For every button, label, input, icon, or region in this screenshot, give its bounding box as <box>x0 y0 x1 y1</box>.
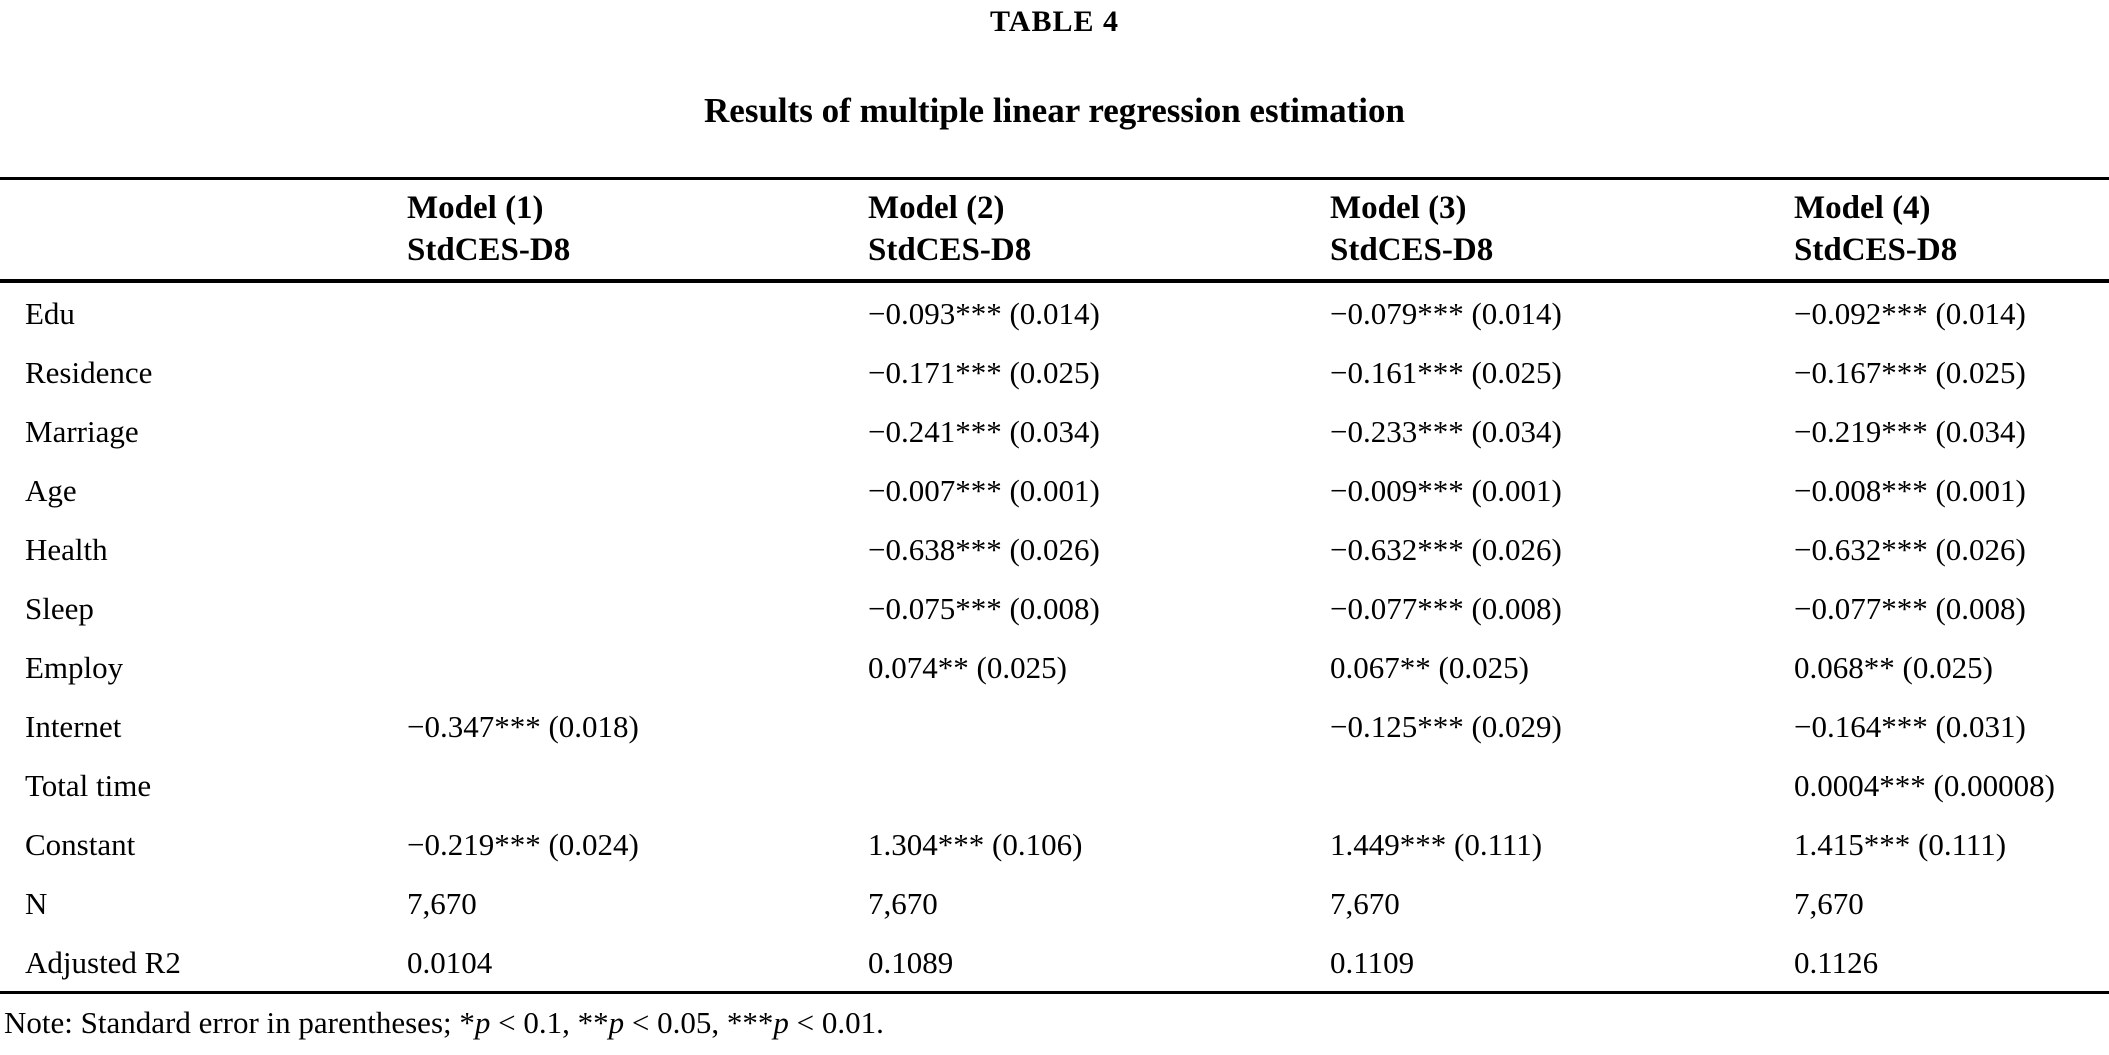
cell-model-2: −0.075*** (0.008) <box>868 591 1100 626</box>
row-label: Adjusted R2 <box>25 945 181 980</box>
cell-model-2: −0.007*** (0.001) <box>868 473 1100 508</box>
cell-model-2 <box>868 696 1330 755</box>
cell-model-2: 0.1089 <box>868 945 954 980</box>
cell-model-3: −0.632*** (0.026) <box>1330 532 1562 567</box>
cell-model-4: −0.008*** (0.001) <box>1794 473 2026 508</box>
table-note: Note: Standard error in parentheses; *p … <box>4 1005 884 1040</box>
header-model-3: Model (3) StdCES-D8 <box>1330 178 1794 283</box>
row-label: N <box>25 886 48 921</box>
cell-model-3: 0.067** (0.025) <box>1330 650 1529 685</box>
cell-model-3: −0.233*** (0.034) <box>1330 414 1562 449</box>
cell-model-3: 7,670 <box>1330 886 1400 921</box>
model-3-dependent-variable: StdCES-D8 <box>1330 232 1494 268</box>
cell-model-1 <box>407 519 868 578</box>
header-empty-cell <box>0 178 407 283</box>
model-1-dependent-variable: StdCES-D8 <box>407 232 571 268</box>
cell-model-4: −0.092*** (0.014) <box>1794 296 2026 331</box>
model-2-dependent-variable: StdCES-D8 <box>868 232 1032 268</box>
cell-model-3: −0.009*** (0.001) <box>1330 473 1562 508</box>
cell-model-1 <box>407 578 868 637</box>
table-row-health: Health −0.638*** (0.026) −0.632*** (0.02… <box>0 519 2109 578</box>
table-row-age: Age −0.007*** (0.001) −0.009*** (0.001) … <box>0 460 2109 519</box>
cell-model-3: −0.161*** (0.025) <box>1330 355 1562 390</box>
header-model-4: Model (4) StdCES-D8 <box>1794 178 2109 283</box>
cell-model-2: −0.171*** (0.025) <box>868 355 1100 390</box>
cell-model-4: 0.1126 <box>1794 945 1879 980</box>
table-row-residence: Residence −0.171*** (0.025) −0.161*** (0… <box>0 342 2109 401</box>
table-caption: Results of multiple linear regression es… <box>704 91 1405 130</box>
cell-model-4: −0.077*** (0.008) <box>1794 591 2026 626</box>
cell-model-4: 0.0004*** (0.00008) <box>1794 768 2055 803</box>
model-3-name: Model (3) <box>1330 190 1467 226</box>
cell-model-4: 0.068** (0.025) <box>1794 650 1993 685</box>
cell-model-1: −0.347*** (0.018) <box>407 709 639 744</box>
row-label: Residence <box>25 355 153 390</box>
row-label: Marriage <box>25 414 139 449</box>
header-model-2: Model (2) StdCES-D8 <box>868 178 1330 283</box>
table-row-marriage: Marriage −0.241*** (0.034) −0.233*** (0.… <box>0 401 2109 460</box>
cell-model-3: −0.077*** (0.008) <box>1330 591 1562 626</box>
cell-model-2 <box>868 755 1330 814</box>
cell-model-1 <box>407 342 868 401</box>
table-row-edu: Edu −0.093*** (0.014) −0.079*** (0.014) … <box>0 281 2109 342</box>
header-model-1: Model (1) StdCES-D8 <box>407 178 868 283</box>
cell-model-3: −0.125*** (0.029) <box>1330 709 1562 744</box>
cell-model-3: 0.1109 <box>1330 945 1415 980</box>
header-row: Model (1) StdCES-D8 Model (2) StdCES-D8 … <box>0 178 2109 283</box>
cell-model-4: −0.219*** (0.034) <box>1794 414 2026 449</box>
cell-model-2: −0.093*** (0.014) <box>868 296 1100 331</box>
cell-model-1 <box>407 637 868 696</box>
row-label: Edu <box>25 296 75 331</box>
row-label: Employ <box>25 650 124 685</box>
cell-model-4: −0.632*** (0.026) <box>1794 532 2026 567</box>
table-row-internet: Internet −0.347*** (0.018) −0.125*** (0.… <box>0 696 2109 755</box>
cell-model-2: 0.074** (0.025) <box>868 650 1067 685</box>
cell-model-4: 7,670 <box>1794 886 1864 921</box>
model-1-name: Model (1) <box>407 190 544 226</box>
model-2-name: Model (2) <box>868 190 1005 226</box>
cell-model-3: −0.079*** (0.014) <box>1330 296 1562 331</box>
model-4-dependent-variable: StdCES-D8 <box>1794 232 1958 268</box>
cell-model-2: 7,670 <box>868 886 938 921</box>
cell-model-1: 0.0104 <box>407 945 493 980</box>
cell-model-1: −0.219*** (0.024) <box>407 827 639 862</box>
table-row-n: N 7,670 7,670 7,670 7,670 <box>0 873 2109 932</box>
cell-model-1: 7,670 <box>407 886 477 921</box>
row-label: Total time <box>25 768 152 803</box>
table-body: Edu −0.093*** (0.014) −0.079*** (0.014) … <box>0 281 2109 993</box>
row-label: Sleep <box>25 591 94 626</box>
cell-model-1 <box>407 281 868 342</box>
cell-model-1 <box>407 755 868 814</box>
cell-model-1 <box>407 460 868 519</box>
cell-model-2: −0.241*** (0.034) <box>868 414 1100 449</box>
table-number-title: TABLE 4 <box>990 5 1119 38</box>
regression-results-table: Model (1) StdCES-D8 Model (2) StdCES-D8 … <box>0 177 2109 994</box>
cell-model-2: −0.638*** (0.026) <box>868 532 1100 567</box>
table-row-constant: Constant −0.219*** (0.024) 1.304*** (0.1… <box>0 814 2109 873</box>
row-label: Constant <box>25 827 136 862</box>
cell-model-2: 1.304*** (0.106) <box>868 827 1083 862</box>
row-label: Age <box>25 473 77 508</box>
row-label: Health <box>25 532 108 567</box>
cell-model-1 <box>407 401 868 460</box>
table-row-sleep: Sleep −0.075*** (0.008) −0.077*** (0.008… <box>0 578 2109 637</box>
cell-model-4: 1.415*** (0.111) <box>1794 827 2007 862</box>
table-row-total-time: Total time 0.0004*** (0.00008) <box>0 755 2109 814</box>
cell-model-3: 1.449*** (0.111) <box>1330 827 1543 862</box>
row-label: Internet <box>25 709 122 744</box>
cell-model-3 <box>1330 755 1794 814</box>
cell-model-4: −0.167*** (0.025) <box>1794 355 2026 390</box>
cell-model-4: −0.164*** (0.031) <box>1794 709 2026 744</box>
table-row-adjusted-r2: Adjusted R2 0.0104 0.1089 0.1109 0.1126 <box>0 932 2109 993</box>
model-4-name: Model (4) <box>1794 190 1931 226</box>
table-row-employ: Employ 0.074** (0.025) 0.067** (0.025) 0… <box>0 637 2109 696</box>
